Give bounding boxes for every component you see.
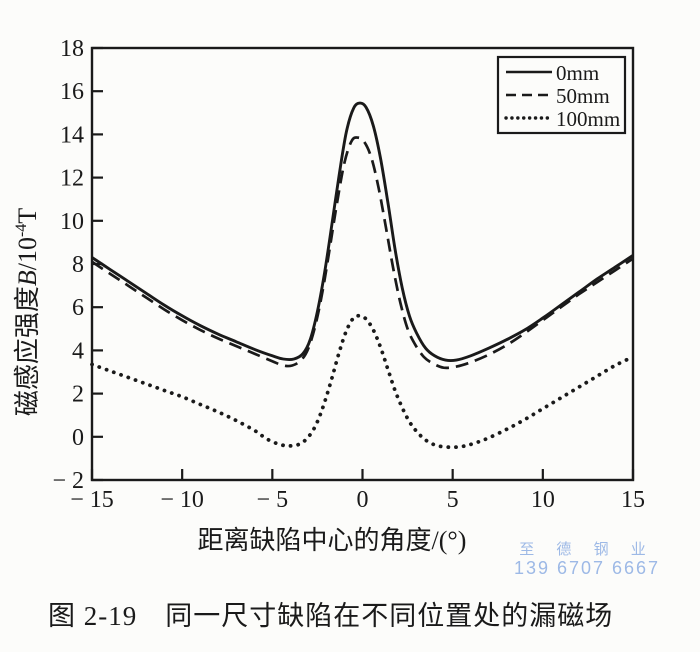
x-tick-label: − 10 (160, 487, 204, 513)
legend-border (496, 55, 627, 135)
figure-caption: 图 2-19 同一尺寸缺陷在不同位置处的漏磁场 (48, 601, 614, 631)
x-tick-label: 15 (621, 487, 645, 513)
y-axis-label: 磁感应强度B/10-4T (13, 208, 42, 416)
y-tick-label: 10 (60, 209, 84, 235)
x-tick-label: 0 (357, 487, 369, 513)
y-tick-label: 6 (72, 295, 84, 321)
watermark: 至 德 钢 业 139 6707 6667 (498, 541, 676, 579)
x-tick-label: − 5 (257, 487, 289, 513)
x-axis-label: 距离缺陷中心的角度/(°) (198, 526, 467, 555)
y-tick-label: − 2 (52, 468, 84, 494)
series-curves (90, 101, 635, 450)
x-tick-label: 10 (531, 487, 555, 513)
curve-0mm (91, 101, 634, 363)
y-tick-label: 18 (60, 36, 84, 62)
curve-100mm (90, 313, 635, 450)
y-tick-label: 4 (72, 338, 84, 364)
y-tick-label: 14 (60, 122, 84, 148)
legend-label: 100mm (556, 107, 620, 131)
y-tick-label: 8 (72, 252, 84, 278)
x-tick-label: 5 (447, 487, 459, 513)
watermark-line2: 139 6707 6667 (513, 558, 661, 579)
axis-ticks: − 15 − 10 − 5 0 5 10 15 − 2 0 2 4 6 8 10 12 14 16 18 (52, 36, 645, 513)
y-tick-label: 12 (60, 166, 84, 192)
y-tick-label: 0 (72, 425, 84, 451)
x-tick-label: − 15 (70, 487, 114, 513)
legend-label: 50mm (556, 84, 610, 108)
y-tick-label: 2 (72, 382, 84, 408)
y-tick-label: 16 (60, 79, 84, 105)
watermark-line1: 至 德 钢 业 (519, 541, 655, 558)
curve-50mm (91, 136, 634, 370)
legend-label: 0mm (556, 61, 599, 85)
